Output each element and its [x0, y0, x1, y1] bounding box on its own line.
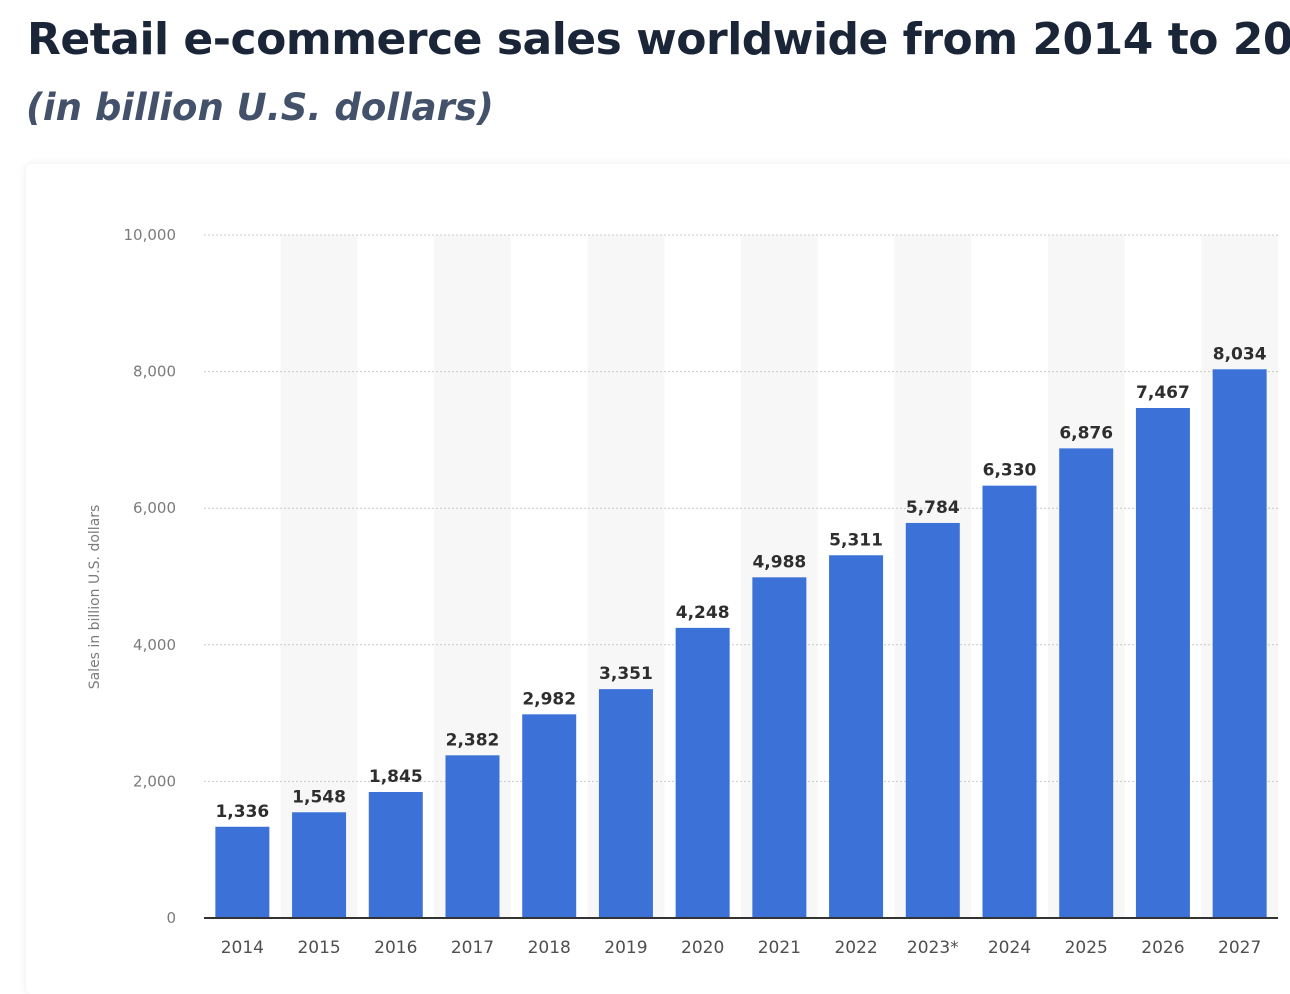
bar-2027[interactable] [1212, 369, 1267, 918]
x-tick-label: 2017 [451, 938, 494, 958]
chart-title: Retail e-commerce sales worldwide from 2… [27, 14, 1290, 65]
bar-2014[interactable] [215, 826, 270, 918]
bar-2025[interactable] [1059, 448, 1114, 918]
data-label: 7,467 [1136, 383, 1190, 403]
bar-2018[interactable] [522, 714, 577, 918]
bar-2019[interactable] [598, 689, 653, 918]
y-tick-label: 6,000 [133, 499, 176, 517]
x-tick-label: 2025 [1065, 938, 1108, 958]
x-tick-label: 2022 [834, 938, 877, 958]
bar-2023[interactable] [905, 522, 960, 918]
data-label: 5,311 [829, 530, 883, 550]
data-label: 1,845 [369, 767, 423, 787]
x-tick-label: 2026 [1141, 938, 1184, 958]
data-label: 2,382 [446, 730, 500, 750]
data-label: 5,784 [906, 498, 960, 518]
bar-2021[interactable] [752, 577, 807, 918]
data-label: 1,336 [215, 802, 269, 822]
data-label: 6,876 [1059, 423, 1113, 443]
bar-2017[interactable] [445, 755, 500, 918]
data-label: 2,982 [522, 689, 576, 709]
bar-2026[interactable] [1135, 408, 1190, 918]
y-tick-label: 10,000 [124, 226, 177, 244]
data-label: 4,988 [752, 552, 806, 572]
bar-2020[interactable] [675, 627, 730, 918]
x-tick-label: 2023* [907, 938, 959, 958]
bar-2024[interactable] [982, 485, 1037, 918]
x-tick-label: 2015 [297, 938, 340, 958]
bar-2022[interactable] [829, 555, 884, 918]
data-label: 6,330 [983, 461, 1037, 481]
chart-subtitle: (in billion U.S. dollars) [26, 86, 494, 129]
data-label: 1,548 [292, 787, 346, 807]
bar-chart: 1,336 1,548 1,845 2,382 2,982 3,351 4,248 4,988… [87, 226, 1278, 958]
chart-card: 1,336 1,548 1,845 2,382 2,982 3,351 4,248 4,988… [26, 164, 1290, 994]
y-tick-label: 2,000 [133, 772, 176, 790]
y-axis-label: Sales in billion U.S. dollars [87, 505, 103, 690]
x-tick-label: 2024 [988, 938, 1031, 958]
data-label: 8,034 [1213, 344, 1267, 364]
x-tick-label: 2019 [604, 938, 647, 958]
x-tick-label: 2027 [1218, 938, 1261, 958]
x-tick-label: 2021 [758, 938, 801, 958]
data-label: 4,248 [676, 603, 730, 623]
data-label: 3,351 [599, 664, 653, 684]
y-tick-label: 0 [166, 909, 176, 927]
x-tick-label: 2014 [221, 938, 264, 958]
y-tick-label: 4,000 [133, 636, 176, 654]
column-stripe [280, 235, 358, 918]
x-tick-label: 2018 [528, 938, 571, 958]
bar-2016[interactable] [368, 791, 423, 918]
bar-2015[interactable] [292, 812, 347, 918]
y-tick-label: 8,000 [133, 363, 176, 381]
x-tick-label: 2020 [681, 938, 724, 958]
x-tick-label: 2016 [374, 938, 417, 958]
